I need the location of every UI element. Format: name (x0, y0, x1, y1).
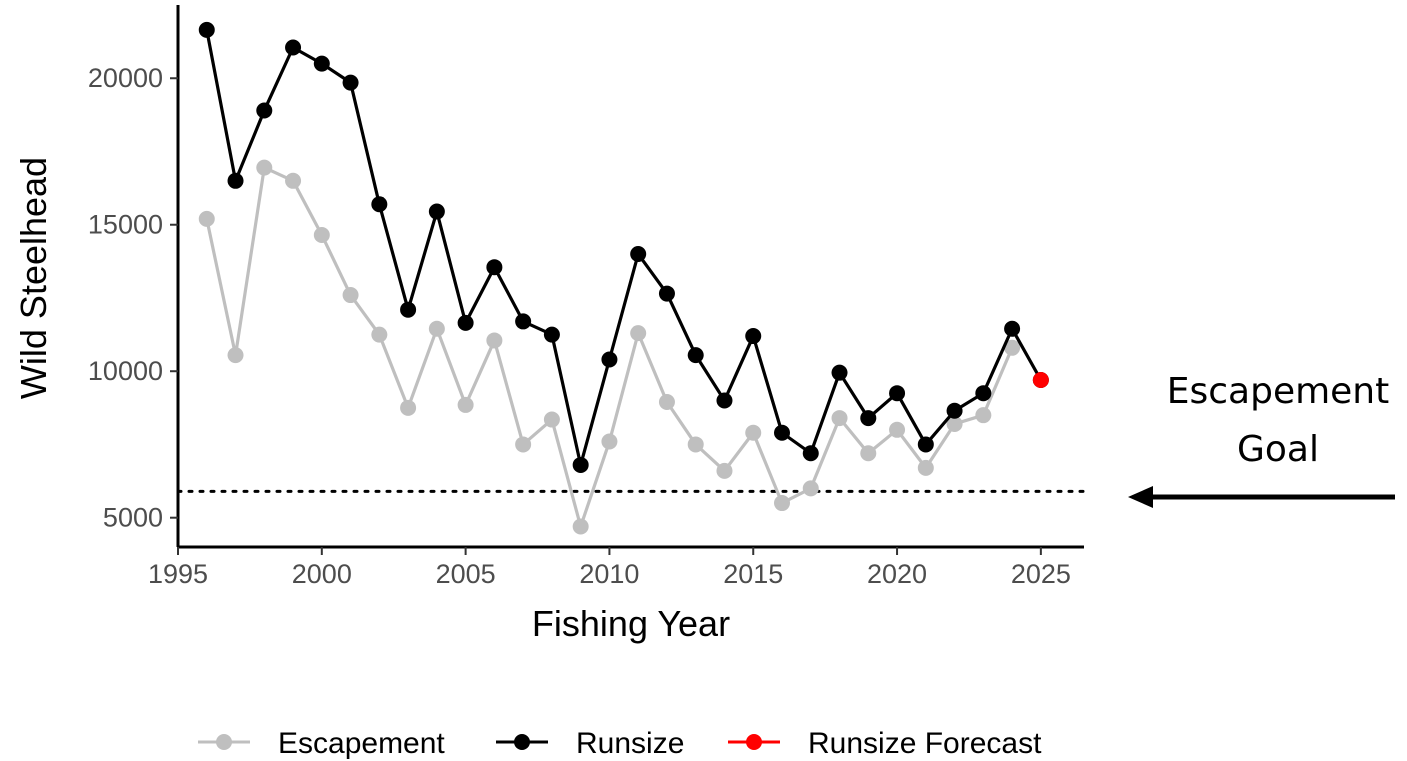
annotation-line2: Goal (1237, 429, 1319, 470)
data-point-escapement (457, 396, 474, 413)
data-point-runsize (198, 21, 215, 38)
y-tick-label: 10000 (88, 356, 163, 386)
series-escapement (198, 159, 1021, 535)
data-point-escapement (486, 332, 503, 349)
data-point-runsize (313, 55, 330, 72)
x-tick-label: 2025 (1011, 559, 1071, 589)
series-runsize-forecast (1032, 372, 1049, 389)
data-point-escapement (889, 421, 906, 438)
series-line-escapement (205, 166, 1014, 529)
x-axis-title: Fishing Year (532, 603, 730, 644)
x-tick-label: 2015 (723, 559, 783, 589)
series-runsize (198, 21, 1049, 473)
data-point-runsize (256, 102, 273, 119)
data-point-escapement (975, 407, 992, 424)
data-point-runsize (946, 402, 963, 419)
plot-area (176, 21, 1086, 535)
legend-label: Runsize Forecast (808, 727, 1042, 760)
data-point-runsize (716, 392, 733, 409)
legend-label: Escapement (278, 727, 445, 760)
data-point-escapement (313, 226, 330, 243)
data-point-escapement (543, 411, 560, 428)
x-tick-label: 2005 (436, 559, 496, 589)
data-point-escapement (1004, 339, 1021, 356)
data-point-runsize (630, 246, 647, 263)
axes: 1995 2000 2005 2010 2015 2020 2025 5000 10000 150… (88, 5, 1084, 589)
data-point-runsize (860, 410, 877, 427)
data-point-escapement (285, 172, 302, 189)
data-point-escapement (658, 393, 675, 410)
annotation-line1: Escapement (1167, 371, 1390, 412)
x-tick-label: 1995 (148, 559, 208, 589)
data-point-escapement (716, 462, 733, 479)
data-point-escapement (601, 433, 618, 450)
data-point-escapement (774, 495, 790, 512)
data-point-escapement (917, 459, 934, 476)
data-point-runsize (227, 172, 244, 189)
data-point-escapement (198, 210, 215, 227)
legend-key-point (216, 734, 232, 750)
data-point-runsize (515, 313, 532, 330)
data-point-escapement (745, 424, 762, 441)
data-point-runsize (774, 424, 790, 441)
legend-key-point (514, 734, 530, 750)
legend-item-escapement: Escapement (198, 727, 445, 760)
data-point-escapement (831, 410, 848, 427)
data-point-escapement (371, 326, 388, 343)
data-point-runsize (543, 326, 560, 343)
data-point-runsize (802, 445, 819, 462)
data-point-escapement (227, 347, 244, 364)
data-point-runsize (428, 203, 445, 220)
legend: Escapement Runsize Runsize Forecast (198, 727, 1042, 760)
data-point-runsize (486, 259, 503, 276)
data-point-runsize (457, 314, 474, 331)
data-point-runsize-forecast (1032, 372, 1049, 389)
data-point-escapement (342, 287, 359, 304)
x-tick-label: 2000 (292, 559, 352, 589)
y-axis-title: Wild Steelhead (13, 157, 54, 399)
data-point-runsize (831, 364, 848, 381)
legend-item-runsize-forecast: Runsize Forecast (728, 727, 1042, 760)
data-point-runsize (342, 74, 359, 91)
data-point-escapement (515, 436, 532, 453)
data-point-escapement (687, 436, 704, 453)
data-point-runsize (975, 385, 992, 402)
legend-item-runsize: Runsize (496, 727, 684, 760)
data-point-runsize (572, 456, 589, 473)
data-point-runsize (917, 436, 934, 453)
data-point-runsize (745, 328, 762, 345)
data-point-runsize (285, 39, 302, 56)
data-point-runsize (371, 196, 388, 213)
data-point-escapement (256, 159, 273, 176)
data-point-escapement (860, 445, 877, 462)
data-point-runsize (601, 351, 618, 368)
x-tick-label: 2020 (867, 559, 927, 589)
data-point-escapement (572, 518, 589, 535)
data-point-escapement (630, 325, 647, 342)
data-point-runsize (889, 385, 906, 402)
y-tick-label: 20000 (88, 63, 163, 93)
legend-key-point (746, 734, 762, 750)
data-point-escapement (946, 415, 963, 432)
data-point-runsize (658, 285, 675, 302)
data-point-escapement (428, 320, 445, 337)
annotation-arrow-head (1128, 486, 1153, 508)
legend-label: Runsize (576, 727, 684, 760)
x-tick-label: 2010 (579, 559, 639, 589)
escapement-goal-annotation: Escapement Goal (1128, 371, 1395, 508)
y-tick-label: 15000 (88, 210, 163, 240)
data-point-escapement (400, 399, 417, 416)
data-point-runsize (1004, 320, 1021, 337)
series-line-runsize (205, 29, 1043, 467)
data-point-runsize (687, 347, 704, 364)
data-point-escapement (802, 480, 819, 497)
y-tick-label: 5000 (103, 503, 163, 533)
data-point-runsize (400, 301, 417, 318)
